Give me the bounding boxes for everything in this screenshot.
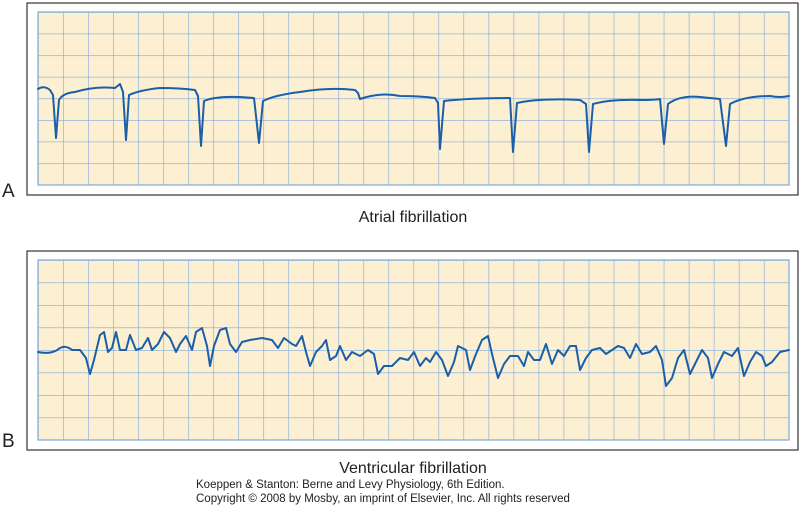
ecg-grid <box>37 11 790 186</box>
credit-line: Koeppen & Stanton: Berne and Levy Physio… <box>196 479 505 491</box>
panel-label: B <box>2 431 15 452</box>
panel-caption: Ventricular fibrillation <box>339 460 487 477</box>
panel-caption: Atrial fibrillation <box>359 209 467 226</box>
credit-line: Copyright © 2008 by Mosby, an imprint of… <box>196 493 570 505</box>
ecg-trace <box>37 327 790 387</box>
ecg-trace <box>37 83 790 153</box>
ecg-grid <box>37 259 790 441</box>
panel-label: A <box>2 181 15 202</box>
